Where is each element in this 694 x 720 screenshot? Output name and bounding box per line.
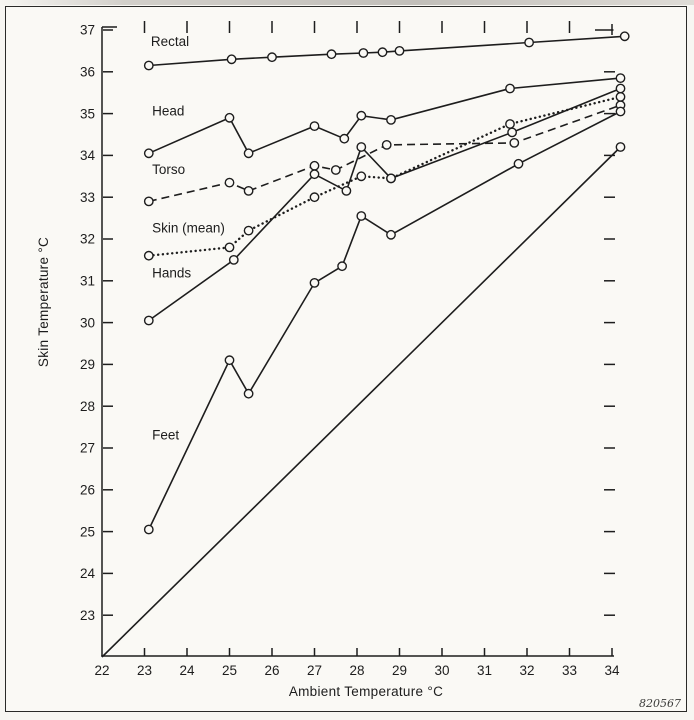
series-marker-head <box>143 148 154 159</box>
series-marker-torso <box>509 137 520 148</box>
series-layer <box>101 31 630 658</box>
series-label-skin-mean: Skin (mean) <box>152 221 225 236</box>
series-marker-feet <box>337 261 347 272</box>
y-tick-label: 33 <box>80 190 95 205</box>
series-marker-hands <box>507 127 517 138</box>
series-marker-torso <box>330 165 341 175</box>
y-tick-label: 28 <box>80 399 95 414</box>
series-marker-rectal <box>358 48 369 58</box>
series-marker-hands <box>341 185 352 196</box>
x-tick-label: 29 <box>392 663 407 678</box>
series-marker-head <box>505 83 515 94</box>
series-marker-hands <box>309 169 320 180</box>
series-marker-skin-mean <box>243 225 254 236</box>
x-tick-label: 22 <box>94 663 109 678</box>
y-tick-label: 24 <box>80 566 96 581</box>
series-marker-rectal <box>326 49 337 60</box>
series-line-feet <box>148 110 621 530</box>
scan-edge-artifact <box>0 0 694 5</box>
series-marker-torso <box>243 185 254 196</box>
series-marker-skin-mean <box>143 250 154 261</box>
y-tick-label: 29 <box>80 357 95 372</box>
series-marker-torso <box>143 196 154 207</box>
figure-border <box>5 6 687 712</box>
series-line-ambient-reference <box>101 146 622 658</box>
series-line-hands <box>148 87 621 322</box>
series-marker-rectal <box>619 31 630 42</box>
x-tick-label: 24 <box>179 663 195 678</box>
series-line-torso <box>148 104 621 203</box>
series-marker-rectal <box>377 47 388 58</box>
x-tick-label: 26 <box>264 663 279 678</box>
series-marker-skin-mean <box>615 92 626 102</box>
series-marker-hands <box>143 315 154 326</box>
series-marker-feet <box>513 158 524 169</box>
x-tick-label: 33 <box>562 663 577 678</box>
series-marker-hands <box>228 254 239 265</box>
series-marker-head <box>309 121 320 132</box>
series-marker-feet <box>309 277 320 288</box>
series-marker-rectal <box>394 46 405 56</box>
series-marker-feet <box>386 229 396 240</box>
series-marker-rectal <box>524 37 534 48</box>
series-marker-head <box>386 115 396 125</box>
series-label-torso: Torso <box>152 162 185 177</box>
y-tick-label: 26 <box>80 483 95 498</box>
x-tick-label: 34 <box>604 663 620 678</box>
y-tick-label: 27 <box>80 441 95 456</box>
series-marker-rectal <box>143 60 154 71</box>
axes-layer: 23 24 25 26 27 28 29 30 31 32 33 34 35 36 37 22 23 24 25 26… <box>80 21 620 678</box>
series-marker-skin-mean <box>224 242 235 253</box>
series-marker-torso <box>381 139 392 150</box>
x-tick-label: 25 <box>222 663 237 678</box>
series-label-hands: Hands <box>152 266 191 281</box>
series-marker-head <box>339 133 350 144</box>
y-axis-title: Skin Temperature °C <box>36 237 51 367</box>
series-marker-skin-mean <box>309 192 320 203</box>
series-marker-feet <box>615 106 626 117</box>
x-tick-label: 23 <box>137 663 152 678</box>
series-marker-hands <box>356 142 367 152</box>
series-marker-torso <box>309 160 320 171</box>
series-marker-hands <box>615 83 626 94</box>
series-marker-head <box>224 112 235 123</box>
series-marker-rectal <box>267 52 277 63</box>
series-marker-feet <box>243 388 254 399</box>
series-marker-torso <box>224 177 235 188</box>
y-tick-label: 37 <box>80 23 95 38</box>
x-tick-label: 30 <box>434 663 449 678</box>
y-tick-label: 32 <box>80 232 95 247</box>
series-marker-head <box>243 148 254 159</box>
y-tick-label: 36 <box>80 65 95 80</box>
series-label-feet: Feet <box>152 428 179 443</box>
y-tick-label: 30 <box>80 315 95 330</box>
series-marker-head <box>615 73 626 84</box>
y-tick-label: 25 <box>80 524 95 539</box>
y-tick-label: 35 <box>80 106 95 121</box>
x-tick-label: 27 <box>307 663 322 678</box>
labels-layer: Rectal Head Torso Skin (mean) Hands Feet <box>151 34 225 443</box>
series-marker-skin-mean <box>356 171 367 182</box>
y-tick-label: 23 <box>80 608 95 623</box>
x-tick-label: 31 <box>477 663 492 678</box>
series-marker-ambient-reference <box>615 142 626 152</box>
series-label-head: Head <box>152 104 184 119</box>
series-label-rectal: Rectal <box>151 34 189 49</box>
series-marker-hands <box>386 173 396 184</box>
x-tick-label: 32 <box>519 663 534 678</box>
y-tick-label: 31 <box>80 274 95 289</box>
series-marker-feet <box>356 211 367 221</box>
series-marker-feet <box>224 355 235 366</box>
series-marker-head <box>356 110 367 121</box>
x-axis-title: Ambient Temperature °C <box>289 684 443 699</box>
series-marker-feet <box>143 524 154 535</box>
x-tick-label: 28 <box>349 663 364 678</box>
figure-number: 820567 <box>639 697 681 710</box>
y-tick-label: 34 <box>80 148 96 163</box>
series-marker-skin-mean <box>505 119 515 129</box>
series-marker-rectal <box>226 54 237 65</box>
